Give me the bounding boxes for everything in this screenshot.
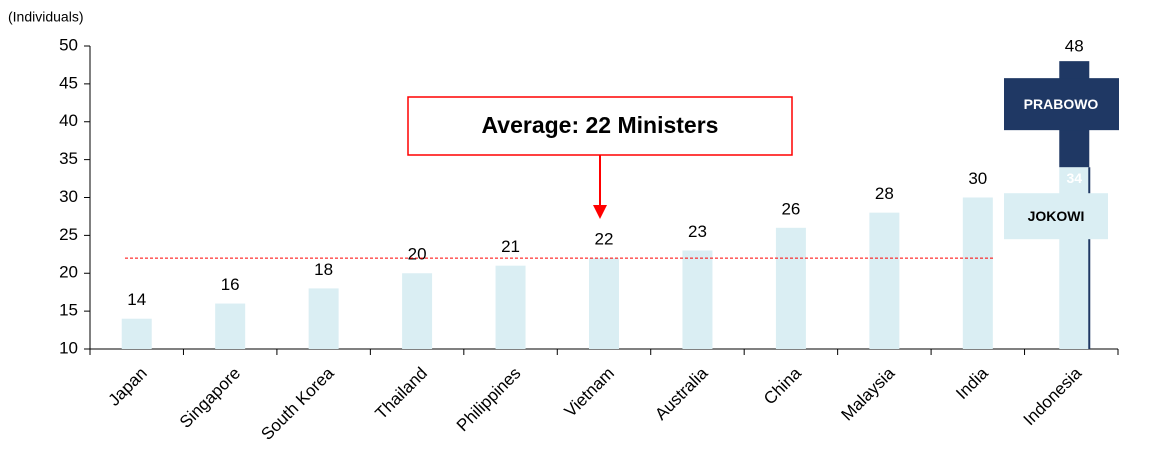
average-box <box>407 96 793 156</box>
x-tick-label: Vietnam <box>561 364 618 421</box>
jokowi-value-label: 34 <box>1066 170 1082 186</box>
data-label: 20 <box>408 245 427 264</box>
x-tick-label: Thailand <box>372 364 432 424</box>
x-tick-label: Malaysia <box>837 363 898 424</box>
bar <box>869 212 900 349</box>
average-label: Average: 22 Ministers <box>482 112 719 138</box>
y-tick-label: 40 <box>59 111 78 130</box>
x-tick-label: Japan <box>105 364 151 410</box>
y-tick-label: 45 <box>59 73 78 92</box>
x-tick-label: Indonesia <box>1020 363 1086 429</box>
bar <box>402 273 433 349</box>
y-tick-label: 10 <box>59 338 78 357</box>
data-label: 23 <box>688 222 707 241</box>
y-tick-label: 15 <box>59 301 78 320</box>
data-label: 30 <box>968 169 987 188</box>
y-tick-label: 30 <box>59 187 78 206</box>
data-label: 21 <box>501 237 520 256</box>
bar <box>962 197 993 349</box>
data-label: 48 <box>1065 37 1084 56</box>
bar <box>121 318 152 349</box>
bar <box>308 288 339 349</box>
data-label: 14 <box>127 290 146 309</box>
jokowi-box <box>1004 193 1108 240</box>
bar <box>495 265 526 349</box>
data-label: 16 <box>221 275 240 294</box>
y-tick-label: 20 <box>59 263 78 282</box>
y-tick-label: 25 <box>59 225 78 244</box>
data-label: 26 <box>781 199 800 218</box>
y-axis-label: (Individuals) <box>8 9 83 25</box>
x-tick-label: Australia <box>651 363 712 424</box>
data-label: 28 <box>875 184 894 203</box>
bar <box>589 258 619 349</box>
x-tick-label: India <box>952 363 992 403</box>
prabowo-label: PRABOWO <box>1024 96 1099 112</box>
x-tick-label: China <box>760 363 805 408</box>
prabowo-box <box>1004 78 1119 131</box>
x-tick-label: South Korea <box>257 363 338 444</box>
bar <box>215 303 246 349</box>
y-tick-label: 50 <box>59 35 78 54</box>
data-label: 18 <box>314 260 333 279</box>
x-tick-label: Philippines <box>453 364 525 436</box>
y-tick-label: 35 <box>59 149 78 168</box>
bar <box>682 250 713 349</box>
average-arrowhead <box>593 205 607 219</box>
jokowi-label: JOKOWI <box>1028 208 1085 224</box>
data-label: 22 <box>595 230 614 249</box>
bar <box>775 227 806 349</box>
x-tick-label: Singapore <box>176 364 244 432</box>
